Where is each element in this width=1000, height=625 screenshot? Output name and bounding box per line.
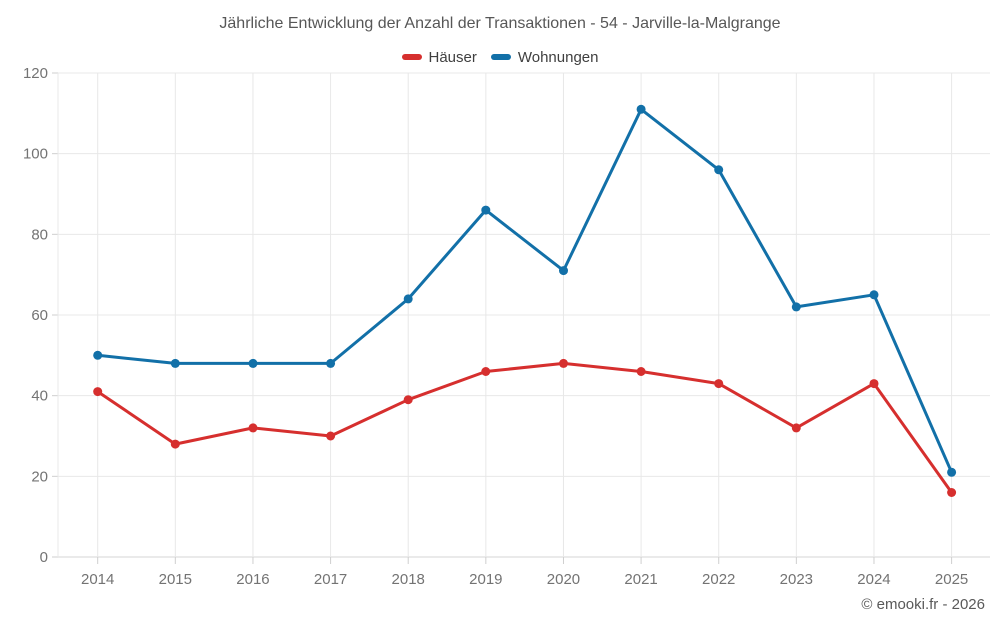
x-axis-label: 2023 bbox=[780, 571, 813, 588]
x-axis-label: 2017 bbox=[314, 571, 347, 588]
x-axis-label: 2020 bbox=[547, 571, 580, 588]
x-axis-label: 2025 bbox=[935, 571, 968, 588]
y-axis-label: 20 bbox=[31, 468, 48, 485]
y-axis-label: 80 bbox=[31, 226, 48, 243]
data-point[interactable] bbox=[93, 387, 103, 397]
chart-legend: Häuser Wohnungen bbox=[0, 47, 1000, 67]
data-point[interactable] bbox=[869, 379, 879, 389]
data-point[interactable] bbox=[636, 367, 646, 376]
x-axis-label: 2015 bbox=[159, 571, 192, 588]
y-axis-label: 40 bbox=[31, 388, 48, 405]
data-point[interactable] bbox=[481, 205, 491, 215]
y-axis-label: 120 bbox=[23, 65, 48, 82]
legend-swatch-icon bbox=[490, 54, 511, 60]
x-axis-label: 2024 bbox=[857, 571, 890, 588]
data-point[interactable] bbox=[947, 488, 957, 497]
x-axis-label: 2018 bbox=[392, 571, 425, 588]
data-point[interactable] bbox=[714, 379, 724, 389]
data-point[interactable] bbox=[326, 358, 336, 368]
series-line bbox=[96, 361, 954, 494]
data-point[interactable] bbox=[636, 104, 646, 114]
legend-item[interactable]: Häuser bbox=[401, 48, 477, 66]
data-point[interactable] bbox=[714, 165, 724, 175]
data-point[interactable] bbox=[93, 350, 103, 360]
data-point[interactable] bbox=[481, 367, 491, 376]
y-axis-label: 0 bbox=[40, 549, 48, 566]
x-axis-label: 2016 bbox=[236, 571, 269, 588]
data-point[interactable] bbox=[559, 266, 568, 276]
data-point[interactable] bbox=[248, 423, 258, 433]
data-point[interactable] bbox=[869, 290, 879, 300]
data-point[interactable] bbox=[947, 467, 957, 477]
x-axis-label: 2014 bbox=[81, 571, 114, 588]
chart-title: Jährliche Entwicklung der Anzahl der Tra… bbox=[219, 15, 781, 32]
legend-swatch-icon bbox=[401, 54, 422, 60]
data-point[interactable] bbox=[403, 294, 413, 304]
series-line bbox=[96, 107, 954, 474]
data-point[interactable] bbox=[791, 423, 801, 433]
x-axis-label: 2021 bbox=[624, 571, 657, 588]
legend-item[interactable]: Wohnungen bbox=[490, 48, 599, 66]
legend-label: Wohnungen bbox=[517, 48, 599, 66]
data-point[interactable] bbox=[326, 431, 336, 441]
x-axis-label: 2019 bbox=[469, 571, 502, 588]
data-point[interactable] bbox=[170, 439, 180, 449]
data-point[interactable] bbox=[559, 358, 568, 368]
y-axis-label: 60 bbox=[31, 307, 48, 324]
copyright-footer: © emooki.fr - 2026 bbox=[861, 596, 985, 613]
y-axis-label: 100 bbox=[23, 146, 48, 163]
data-point[interactable] bbox=[170, 358, 180, 368]
data-point[interactable] bbox=[403, 395, 413, 405]
legend-label: Häuser bbox=[428, 48, 477, 66]
x-axis-label: 2022 bbox=[702, 571, 735, 588]
data-point[interactable] bbox=[248, 358, 258, 368]
data-point[interactable] bbox=[791, 302, 801, 312]
